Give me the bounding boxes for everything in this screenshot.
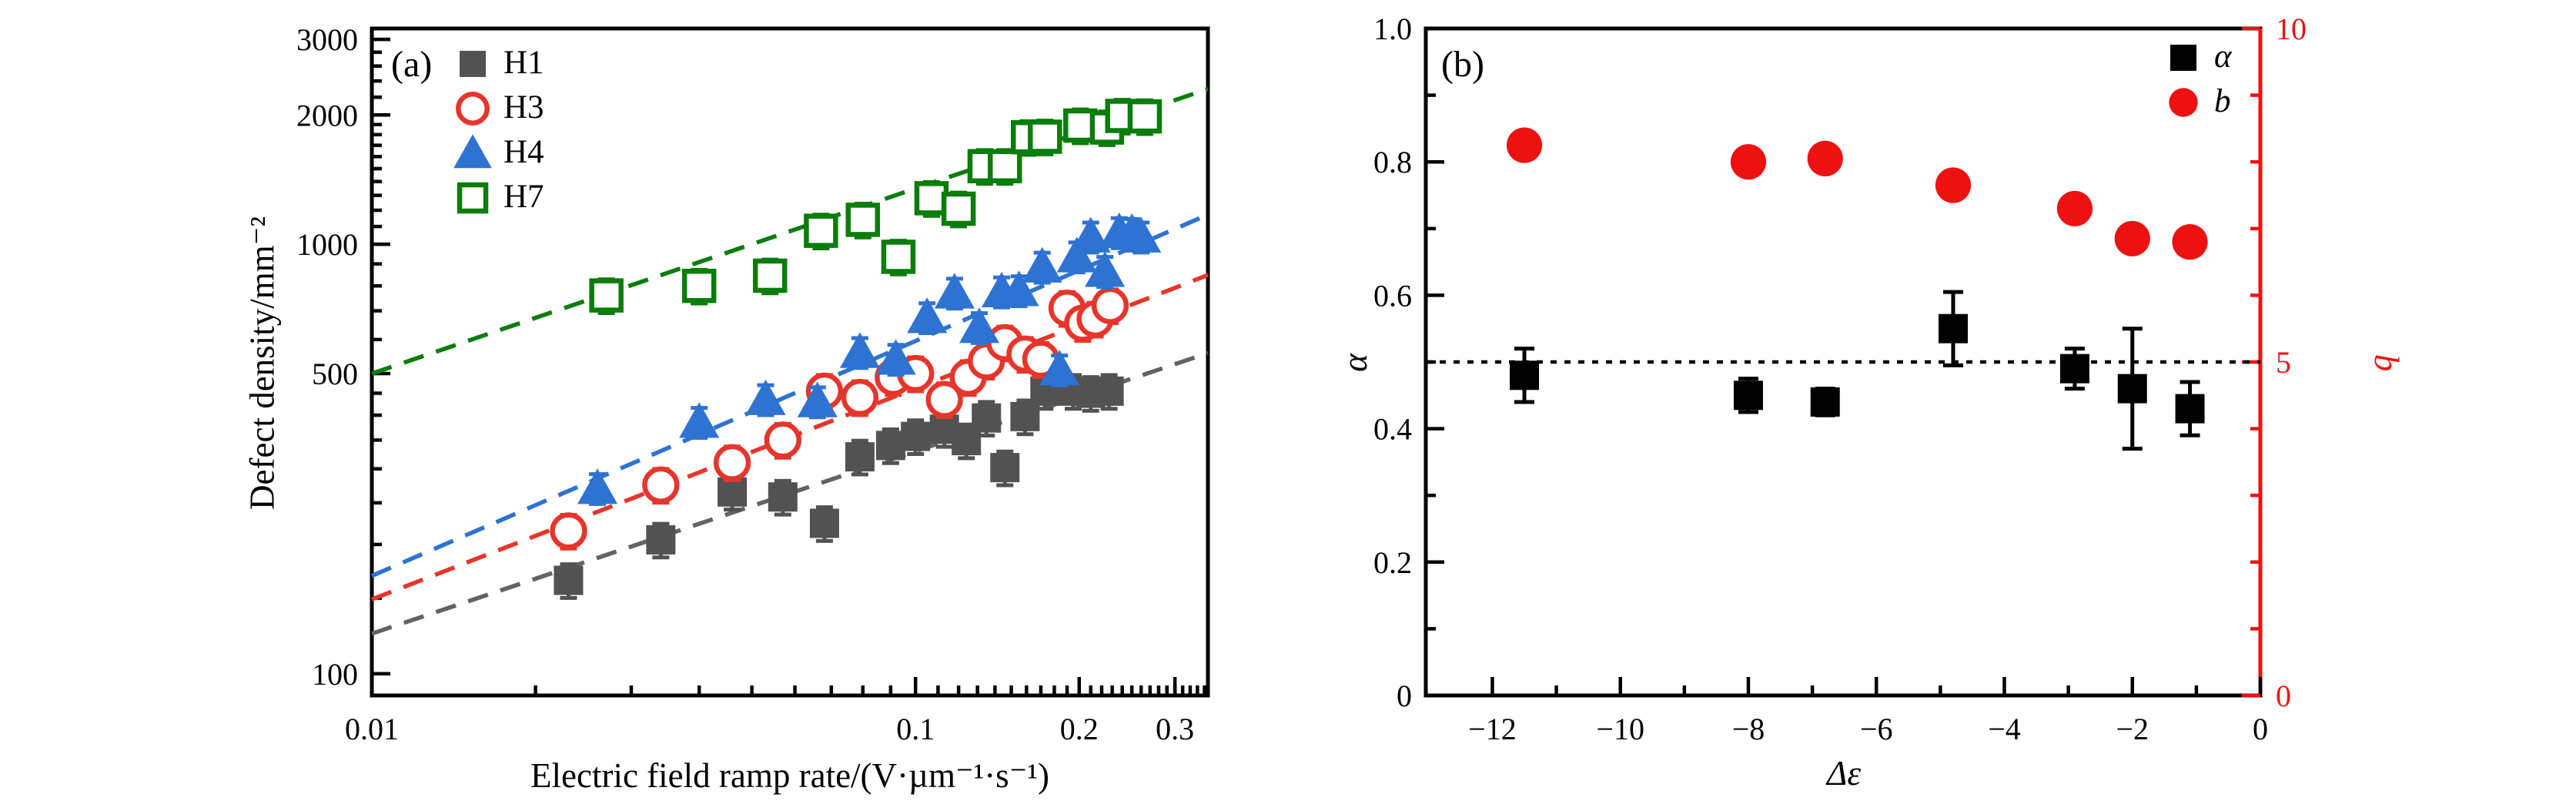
legend-item-h4: H4 <box>453 129 544 174</box>
svg-text:1000: 1000 <box>296 227 358 262</box>
legend-item-h1: H1 <box>453 40 544 85</box>
panel-a-tag: (a) <box>391 44 433 85</box>
svg-text:−2: −2 <box>2116 712 2149 746</box>
svg-text:500: 500 <box>312 357 358 391</box>
svg-text:0.2: 0.2 <box>1373 545 1412 580</box>
panel-b-right-y-axis-title: b <box>2367 354 2406 372</box>
legend-item-h7: H7 <box>453 174 544 219</box>
panel-b-tag: (b) <box>1441 44 1484 85</box>
svg-text:0.01: 0.01 <box>345 712 399 746</box>
svg-text:−8: −8 <box>1732 712 1765 746</box>
svg-text:0.1: 0.1 <box>896 712 935 746</box>
b-marker-icon <box>2169 88 2198 117</box>
legend-item-b: b <box>2163 79 2232 123</box>
h7-marker-icon <box>457 182 489 214</box>
alpha-marker-icon <box>2170 45 2196 71</box>
legend-label-b: b <box>2214 82 2231 119</box>
panel-a-x-axis-title: Electric field ramp rate/(V·µm⁻¹·s⁻¹) <box>530 756 1049 795</box>
h4-marker-icon <box>453 134 492 169</box>
svg-text:0.3: 0.3 <box>1156 712 1194 746</box>
legend-label-h7: H7 <box>503 178 544 215</box>
svg-text:−10: −10 <box>1596 712 1644 746</box>
svg-text:0.4: 0.4 <box>1373 412 1412 447</box>
panel-b-legend: α b <box>2163 34 2232 123</box>
svg-text:0.6: 0.6 <box>1373 278 1412 313</box>
panel-b-x-axis-title: Δε <box>1826 754 1862 793</box>
h3-marker-icon <box>456 92 490 126</box>
svg-text:0: 0 <box>2253 712 2268 746</box>
svg-text:0.8: 0.8 <box>1373 145 1412 179</box>
svg-text:−4: −4 <box>1988 712 2021 746</box>
svg-text:−12: −12 <box>1468 712 1517 746</box>
svg-text:−6: −6 <box>1860 712 1893 746</box>
panel-a-y-axis-title: Defect density/mm⁻² <box>243 216 282 510</box>
svg-text:1.0: 1.0 <box>1373 12 1412 46</box>
svg-text:5: 5 <box>2276 345 2291 380</box>
svg-text:0: 0 <box>2276 679 2291 713</box>
svg-text:0.2: 0.2 <box>1060 712 1099 746</box>
svg-text:0: 0 <box>1397 679 1412 713</box>
panel-b-left-y-axis-title: α <box>1336 354 1374 372</box>
legend-label-h3: H3 <box>503 89 544 126</box>
svg-text:10: 10 <box>2276 12 2307 46</box>
svg-text:3000: 3000 <box>296 22 358 57</box>
h1-marker-icon <box>460 51 486 77</box>
panel-a-legend: H1 H3 H4 H7 <box>453 40 544 219</box>
legend-label-h1: H1 <box>503 44 544 81</box>
svg-text:100: 100 <box>312 657 358 692</box>
svg-text:2000: 2000 <box>296 98 358 132</box>
legend-item-h3: H3 <box>453 85 544 129</box>
legend-label-h4: H4 <box>503 133 544 170</box>
legend-item-alpha: α <box>2163 34 2232 79</box>
legend-label-alpha: α <box>2214 38 2232 75</box>
